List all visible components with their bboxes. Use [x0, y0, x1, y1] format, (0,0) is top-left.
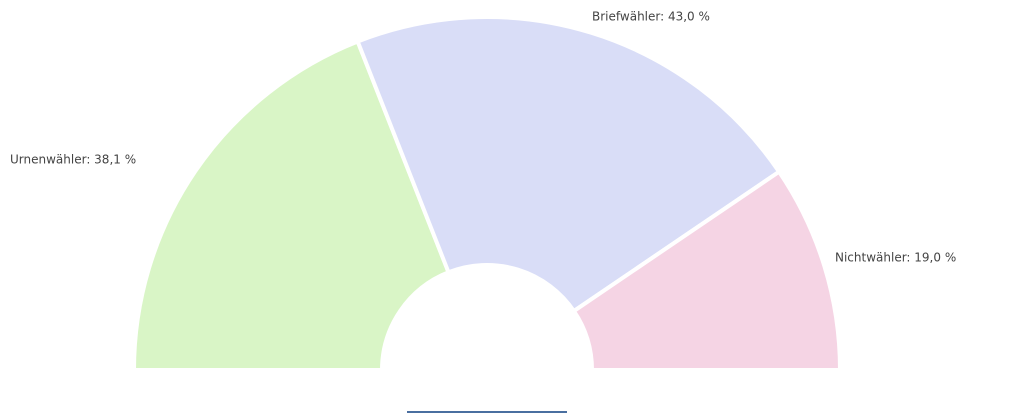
- slice-label: Urnenwähler: 38,1 %: [10, 153, 136, 167]
- slice-label: Briefwähler: 43,0 %: [592, 10, 710, 24]
- slice: [131, 38, 452, 372]
- slice: [355, 15, 782, 314]
- slice-label: Nichtwähler: 19,0 %: [835, 251, 956, 265]
- slice: [571, 168, 843, 372]
